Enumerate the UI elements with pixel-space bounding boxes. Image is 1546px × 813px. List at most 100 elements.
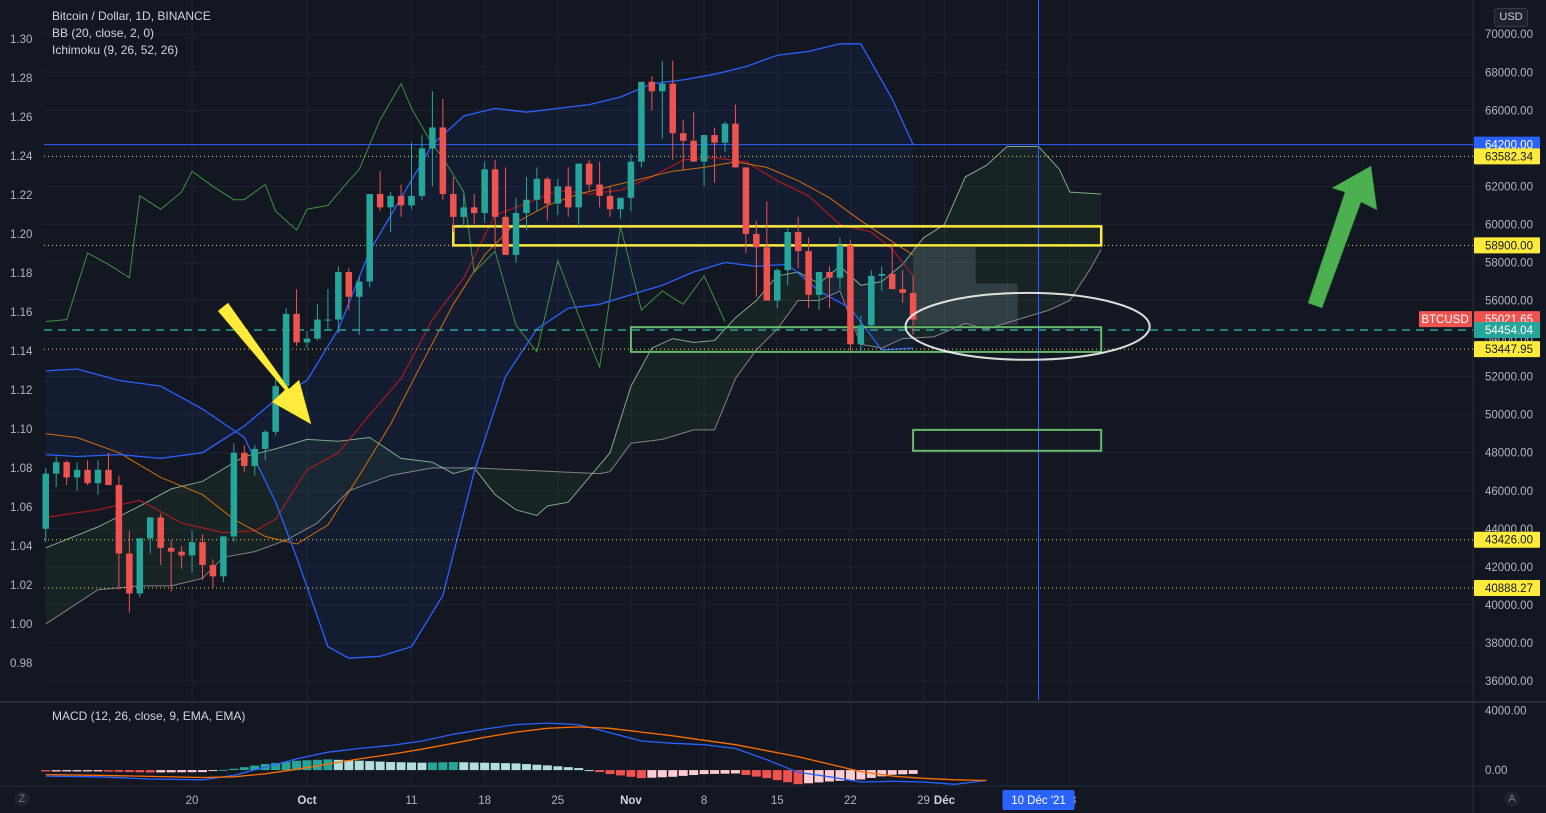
macd-bar	[605, 770, 615, 775]
candle-body	[63, 462, 70, 478]
macd-bar	[835, 770, 845, 781]
bb-indicator-label[interactable]: BB (20, close, 2, 0)	[52, 26, 155, 40]
left-axis-tick: 1.12	[10, 385, 32, 397]
candle	[575, 163, 582, 227]
macd-bar	[814, 770, 824, 783]
macd-bar	[438, 762, 448, 771]
candle	[774, 268, 781, 309]
candle-body	[356, 281, 363, 297]
candle	[356, 275, 363, 335]
candle	[794, 216, 802, 269]
macd-bar	[344, 760, 354, 771]
left-axis-tick: 1.24	[10, 151, 33, 163]
currency-button[interactable]: USD	[1494, 8, 1528, 27]
symbol-title[interactable]: Bitcoin / Dollar, 1D, BINANCE	[52, 9, 211, 23]
macd-bar	[563, 767, 573, 771]
macd-bar	[877, 770, 887, 777]
right-axis-tick: 68000.00	[1485, 67, 1533, 79]
candle-body	[554, 186, 562, 204]
candle-body	[815, 272, 823, 295]
macd-bar	[135, 770, 145, 773]
auto-scale-button[interactable]: A	[1504, 791, 1520, 807]
bb-lower-line	[45, 261, 914, 659]
macd-indicator-label[interactable]: MACD (12, 26, close, 9, EMA, EMA)	[52, 709, 246, 723]
timezone-z-button[interactable]: Z	[14, 791, 30, 807]
macd-bar	[208, 770, 218, 772]
macd-bar	[490, 762, 500, 771]
candle-body	[335, 272, 342, 320]
candle	[648, 76, 656, 111]
macd-bar	[407, 762, 416, 771]
left-axis-tick: 1.14	[10, 346, 33, 358]
price-label-yellow: 40888.27	[1485, 583, 1533, 595]
macd-bar	[584, 770, 594, 772]
right-axis-tick: 52000.00	[1485, 372, 1533, 384]
price-label-bg	[1474, 321, 1540, 338]
candle-body	[669, 83, 676, 134]
macd-bar	[114, 770, 124, 772]
candle	[429, 91, 436, 187]
candle-body	[188, 542, 196, 556]
chart-legend: Bitcoin / Dollar, 1D, BINANCE BB (20, cl…	[52, 8, 211, 59]
candle	[230, 443, 238, 543]
candle	[732, 104, 739, 168]
macd-bar	[689, 770, 699, 776]
crosshair-date-label: 10 Déc '21	[1011, 795, 1066, 807]
candle-body	[826, 272, 833, 278]
macd-bar	[124, 770, 134, 773]
macd-bar	[532, 764, 542, 771]
candle-body	[178, 551, 185, 556]
candle	[815, 272, 823, 311]
candle	[126, 530, 133, 613]
macd-bar	[365, 761, 375, 771]
green-arrow-annotation	[1307, 165, 1378, 309]
macd-bar	[699, 770, 709, 775]
right-axis-tick: 66000.00	[1485, 105, 1533, 117]
candle	[847, 239, 854, 352]
candle-body	[565, 186, 572, 208]
macd-bar	[354, 760, 364, 771]
candle	[282, 308, 290, 392]
macd-bar	[459, 762, 469, 771]
price-label-bg	[1474, 341, 1540, 358]
candle	[909, 275, 917, 335]
ichimoku-cloud-fill	[45, 146, 1102, 624]
x-axis-tick: Déc	[934, 795, 956, 807]
candle	[241, 445, 248, 472]
macd-bar	[41, 770, 51, 772]
candle	[481, 161, 488, 223]
ichimoku-indicator-label[interactable]: Ichimoku (9, 26, 52, 26)	[52, 43, 179, 57]
yellow-arrow-annotation	[217, 302, 312, 425]
candle	[73, 462, 81, 491]
macd-line	[45, 722, 987, 785]
candle	[293, 289, 300, 347]
resistance-zone-yellow	[452, 225, 1103, 247]
candle	[324, 289, 332, 330]
candle-body	[220, 536, 227, 577]
right-axis-tick: 40000.00	[1485, 600, 1533, 612]
macd-bar	[218, 769, 228, 771]
macd-bar	[678, 770, 688, 776]
candle-body	[136, 538, 144, 594]
macd-bar	[469, 762, 479, 771]
macd-bar	[720, 770, 730, 774]
left-axis-tick: 1.26	[10, 112, 32, 124]
candle-body	[282, 313, 290, 387]
candle	[272, 378, 279, 436]
candle	[502, 167, 509, 255]
macd-bar	[72, 770, 82, 772]
left-axis-tick: 1.20	[10, 229, 32, 241]
macd-bar	[312, 759, 322, 771]
candle	[742, 167, 750, 253]
candle	[721, 121, 729, 153]
candle-body	[94, 469, 102, 484]
candle-body	[105, 469, 112, 486]
macd-bar	[103, 770, 113, 772]
candle-body	[721, 123, 729, 143]
bb-basis-line	[45, 161, 914, 545]
candle	[585, 159, 593, 191]
candle	[418, 135, 426, 200]
left-axis-tick: 1.22	[10, 190, 32, 202]
candle	[596, 161, 603, 208]
